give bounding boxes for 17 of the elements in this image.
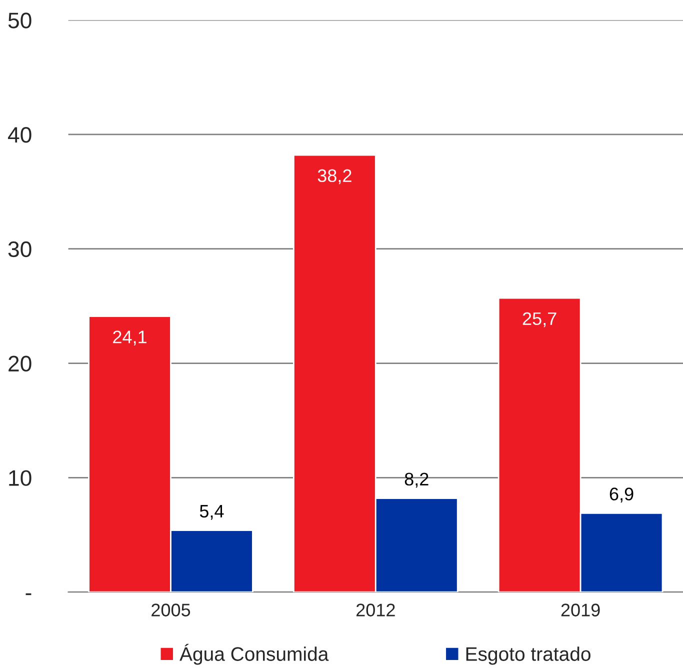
x-tick-label: 2005 <box>152 604 190 616</box>
y-tick-label: 40 <box>8 127 32 143</box>
data-label: 25,7 <box>522 312 556 328</box>
legend-label: Água Consumida <box>180 644 329 665</box>
data-label: 5,4 <box>200 504 224 520</box>
x-tick-label: 2019 <box>561 604 600 616</box>
x-tick-label: 2012 <box>356 604 395 616</box>
y-tick-label: 20 <box>8 356 32 372</box>
data-label: 38,2 <box>318 169 352 184</box>
data-label: 8,2 <box>404 472 428 488</box>
data-label: 6,9 <box>610 488 634 503</box>
y-tick-label: 30 <box>8 241 32 258</box>
y-tick-label: - <box>26 593 32 596</box>
y-tick-label: 50 <box>8 12 32 28</box>
data-label: 24,1 <box>113 330 146 346</box>
legend-label: Esgoto tratado <box>466 646 590 665</box>
y-tick-label: 10 <box>9 470 32 486</box>
